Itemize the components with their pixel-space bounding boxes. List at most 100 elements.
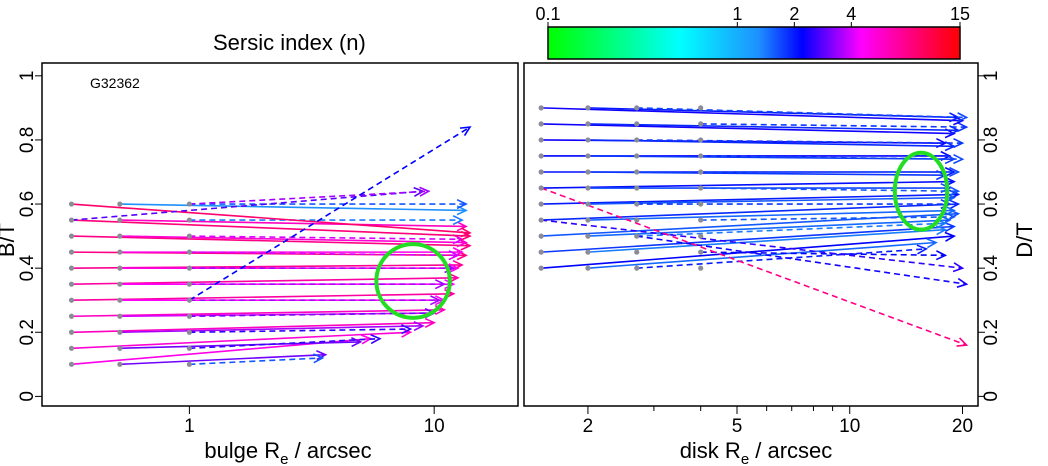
L-arrow-shaft-1 <box>119 353 326 366</box>
R-start-point-7 <box>538 153 544 159</box>
R-start-point-19 <box>585 137 591 143</box>
R-arrow-head-26 <box>953 137 965 149</box>
L-arrow-6 <box>71 317 437 334</box>
L-arrow-shaft-25 <box>119 235 467 244</box>
R-arrow-head-20 <box>949 166 961 178</box>
L-arrow-head-19 <box>448 263 460 274</box>
L-start-point-29 <box>186 249 192 255</box>
L-start-point-3 <box>68 313 75 319</box>
R-arrow-shaft-27 <box>541 123 955 135</box>
L-y-tick-label-3: 0.6 <box>17 191 38 217</box>
L-arrow-17 <box>189 279 447 290</box>
L-start-point-11 <box>117 361 123 367</box>
left-x-axis-label: bulge Re / arcsec <box>204 438 371 466</box>
R-y-tick-label-2: 0.4 <box>981 255 1002 282</box>
R-start-point-5 <box>538 185 544 191</box>
L-arrow-head-7 <box>413 320 425 332</box>
L-arrow-29 <box>189 215 464 226</box>
L-arrow-head-29 <box>452 215 464 226</box>
L-arrow-15 <box>71 272 460 285</box>
L-arrow-head-34 <box>419 186 431 197</box>
R-start-point-37 <box>698 201 704 207</box>
colorbar-tick-label-2: 2 <box>789 4 799 24</box>
L-start-point-21 <box>117 201 123 207</box>
R-arrow-shaft-33 <box>541 219 963 269</box>
L-x-tick-label-1: 10 <box>424 416 445 437</box>
R-arrow-head-2 <box>916 244 929 255</box>
R-start-point-41 <box>698 137 704 143</box>
L-start-point-2 <box>68 329 75 335</box>
colorbar-tick-label-0: 0.1 <box>535 4 560 24</box>
R-start-point-18 <box>585 153 591 159</box>
R-arrow-shaft-15 <box>541 180 955 189</box>
R-start-point-35 <box>698 233 704 239</box>
L-arrow-head-35 <box>459 126 472 136</box>
left-plot-frame <box>41 62 519 407</box>
R-highlight-ellipse <box>892 150 950 232</box>
L-start-point-17 <box>117 265 123 271</box>
R-start-point-16 <box>585 185 591 191</box>
R-arrow-shaft-28 <box>587 123 959 132</box>
R-start-point-13 <box>585 233 591 239</box>
L-start-point-20 <box>117 217 123 223</box>
R-arrow-0 <box>541 231 956 269</box>
R-arrow-29 <box>700 121 969 133</box>
R-arrow-9 <box>541 199 961 221</box>
L-arrow-shaft-27 <box>71 219 470 237</box>
R-start-point-43 <box>698 105 704 111</box>
L-start-point-27 <box>186 281 192 287</box>
R-arrow-35 <box>540 187 969 347</box>
L-start-point-7 <box>68 249 75 255</box>
L-start-point-14 <box>117 313 123 319</box>
L-arrow-8 <box>189 324 413 335</box>
R-arrow-5 <box>700 250 948 261</box>
R-start-point-39 <box>698 169 704 175</box>
R-arrow-shaft-32 <box>636 107 967 119</box>
L-arrow-shaft-12 <box>71 293 454 302</box>
R-x-tick-label-3: 5 <box>732 416 743 437</box>
L-arrow-34 <box>189 186 431 205</box>
R-arrow-shaft-8 <box>636 222 946 237</box>
R-arrow-head-18 <box>944 166 956 178</box>
L-arrow-4 <box>119 337 363 350</box>
R-start-point-36 <box>698 217 704 223</box>
R-start-point-17 <box>585 169 591 175</box>
R-start-point-20 <box>585 121 591 127</box>
L-start-point-24 <box>186 329 192 335</box>
R-arrow-head-17 <box>948 186 961 197</box>
colorbar-tick-label-1: 1 <box>732 4 742 24</box>
L-arrow-shaft-35 <box>188 126 471 301</box>
L-arrow-shaft-6 <box>71 321 435 334</box>
R-y-tick-label-5: 1 <box>981 71 1002 82</box>
R-start-point-31 <box>634 121 640 127</box>
R-start-point-42 <box>698 121 704 127</box>
R-arrow-head-3 <box>944 221 956 233</box>
colorbar-ticks: 0.1 1 2 4 15 <box>535 4 970 27</box>
R-y-tick-label-0: 0 <box>981 391 1002 402</box>
L-arrow-shaft-33 <box>71 190 424 221</box>
L-arrow-shaft-3 <box>71 331 411 350</box>
L-arrow-30 <box>71 203 472 238</box>
R-start-point-9 <box>538 121 544 127</box>
L-start-point-4 <box>68 297 75 303</box>
L-start-point-32 <box>186 201 192 207</box>
L-start-point-18 <box>117 249 123 255</box>
L-arrow-head-28 <box>456 221 468 232</box>
L-arrow-28 <box>119 219 468 232</box>
L-arrow-shaft-15 <box>71 276 458 285</box>
left-highlight-circle <box>374 242 452 320</box>
colorbar: Sersic index (n) 0.1 1 2 4 15 <box>213 4 970 60</box>
R-arrow-head-9 <box>948 199 961 210</box>
L-arrow-32 <box>189 198 468 210</box>
R-arrow-head-34 <box>956 277 969 288</box>
R-arrow-3 <box>541 221 956 253</box>
L-start-point-1 <box>68 345 75 351</box>
R-start-point-1 <box>538 249 544 255</box>
colorbar-tick-label-3: 4 <box>846 4 856 24</box>
R-arrow-head-35 <box>956 337 969 347</box>
R-start-point-11 <box>585 265 591 271</box>
L-start-point-19 <box>117 233 123 239</box>
R-arrow-head-33 <box>952 262 965 273</box>
R-start-point-30 <box>634 137 640 143</box>
right-y-axis-label: D/T <box>1012 222 1037 257</box>
